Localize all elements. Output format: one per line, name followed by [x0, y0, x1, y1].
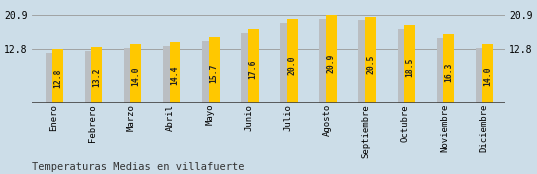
- Bar: [437, 38, 444, 102]
- Bar: [280, 23, 287, 102]
- Bar: [248, 29, 259, 102]
- Bar: [326, 15, 337, 102]
- Text: 20.5: 20.5: [366, 54, 375, 74]
- Bar: [397, 29, 405, 102]
- Bar: [170, 42, 180, 102]
- Text: 14.0: 14.0: [483, 66, 492, 86]
- Text: 18.5: 18.5: [405, 58, 414, 77]
- Text: 14.4: 14.4: [171, 66, 179, 85]
- Bar: [91, 47, 102, 102]
- Text: 14.0: 14.0: [132, 66, 140, 86]
- Bar: [202, 41, 209, 102]
- Bar: [130, 44, 141, 102]
- Bar: [320, 19, 326, 102]
- Text: 15.7: 15.7: [209, 63, 219, 83]
- Bar: [365, 17, 376, 102]
- Text: 12.8: 12.8: [53, 69, 62, 88]
- Bar: [85, 51, 92, 102]
- Bar: [287, 19, 298, 102]
- Bar: [482, 44, 494, 102]
- Bar: [52, 49, 63, 102]
- Text: 16.3: 16.3: [444, 62, 453, 82]
- Bar: [209, 37, 220, 102]
- Bar: [46, 53, 53, 102]
- Bar: [163, 46, 170, 102]
- Bar: [241, 33, 248, 102]
- Bar: [444, 34, 454, 102]
- Bar: [124, 48, 131, 102]
- Text: 17.6: 17.6: [249, 60, 258, 79]
- Text: 13.2: 13.2: [92, 68, 101, 87]
- Text: 20.9: 20.9: [327, 53, 336, 73]
- Text: 20.0: 20.0: [288, 55, 297, 75]
- Bar: [359, 21, 366, 102]
- Bar: [404, 25, 415, 102]
- Bar: [476, 48, 483, 102]
- Text: Temperaturas Medias en villafuerte: Temperaturas Medias en villafuerte: [32, 162, 245, 172]
